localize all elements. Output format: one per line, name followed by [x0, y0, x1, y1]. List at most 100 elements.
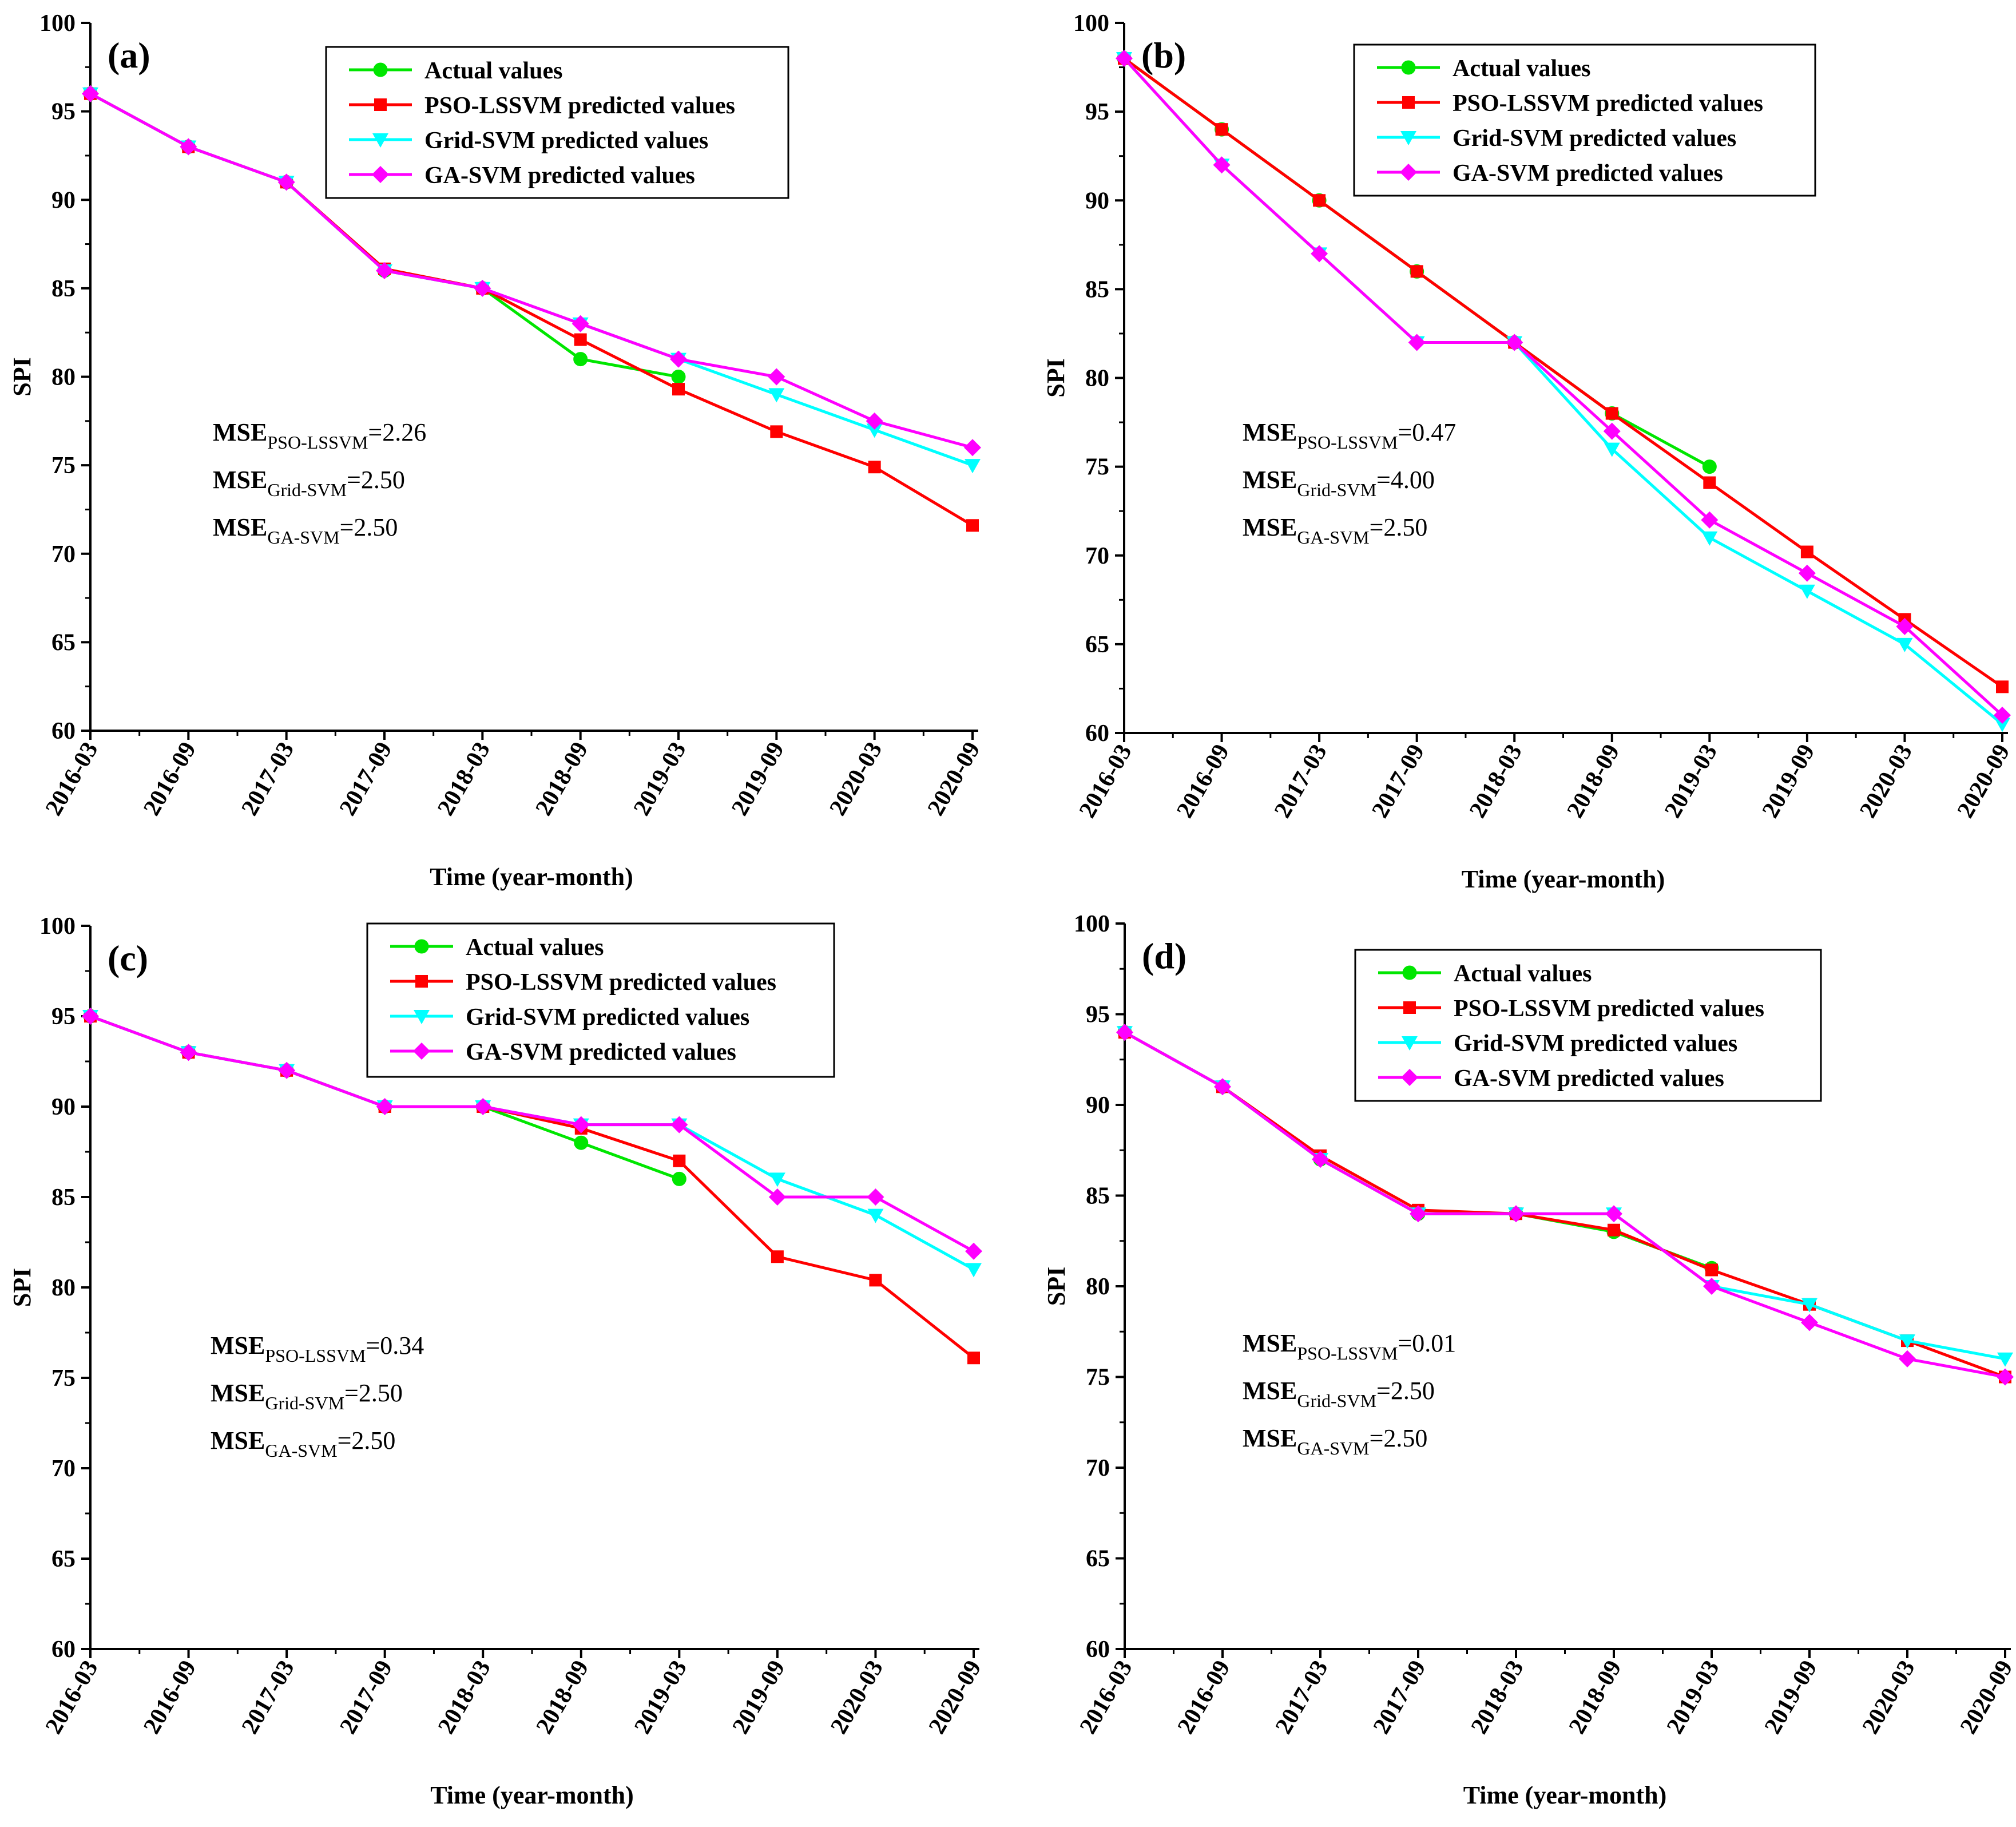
- y-tick-label: 75: [1086, 1365, 1110, 1391]
- chart-panel-1: 60 65 70 75 80 85 90 95 100 2016-03 2016-09 2017-03…: [1042, 10, 2015, 893]
- mse-text: MSEGrid-SVM=2.50: [213, 466, 405, 500]
- legend-marker: [415, 975, 428, 988]
- mse-value: =2.50: [1370, 513, 1428, 541]
- mse-value: =0.47: [1398, 418, 1456, 446]
- data-point: [1214, 1078, 1231, 1096]
- legend-marker: [1400, 131, 1416, 145]
- y-axis-title: SPI: [1042, 1267, 1070, 1306]
- legend-label: Actual values: [1454, 961, 1592, 987]
- y-axis-title: SPI: [1042, 358, 1070, 397]
- data-point: [670, 1116, 688, 1134]
- legend-label: Actual values: [1453, 56, 1591, 82]
- mse-text: MSEGA-SVM=2.50: [213, 513, 398, 548]
- x-tick-label: 2019-09: [728, 1656, 791, 1738]
- legend-label: Grid-SVM predicted values: [424, 128, 708, 154]
- y-tick-label: 70: [1086, 1455, 1110, 1481]
- y-tick-label: 80: [51, 364, 76, 391]
- x-tick-label: 2018-03: [432, 738, 495, 820]
- data-point: [768, 388, 785, 403]
- x-tick-label: 2019-09: [1760, 1656, 1823, 1738]
- data-point: [1312, 1151, 1329, 1168]
- y-tick-label: 70: [51, 541, 76, 568]
- data-point: [967, 1352, 980, 1365]
- data-point: [868, 461, 881, 474]
- x-tick-label: 2020-03: [824, 738, 887, 820]
- mse-subscript: PSO-LSSVM: [1297, 432, 1398, 453]
- data-point: [572, 1116, 590, 1134]
- x-tick-label: 2020-09: [1955, 1656, 2016, 1738]
- mse-value: =2.50: [344, 1379, 403, 1407]
- series-3: [1116, 1024, 2014, 1386]
- y-tick-label: 60: [51, 1636, 76, 1663]
- data-point: [866, 423, 883, 438]
- mse-label: MSE: [211, 1426, 265, 1455]
- data-point: [1410, 1205, 1427, 1223]
- x-tick-label: 2019-03: [629, 1656, 692, 1738]
- mse-text: MSEPSO-LSSVM=0.47: [1243, 418, 1456, 453]
- y-tick-label: 65: [1086, 1546, 1110, 1572]
- x-tick-label: 2020-03: [826, 1656, 888, 1738]
- mse-text: MSEGrid-SVM=4.00: [1243, 466, 1435, 500]
- data-point: [1701, 511, 1719, 529]
- mse-value: =2.26: [368, 418, 426, 446]
- legend-label: Actual values: [424, 58, 563, 84]
- x-tick-label: 2017-03: [236, 738, 299, 820]
- legend-marker: [1402, 1036, 1418, 1051]
- series-3: [82, 85, 981, 457]
- data-point: [180, 1044, 197, 1061]
- y-tick-label: 60: [51, 718, 76, 744]
- data-point: [769, 1172, 785, 1187]
- y-tick-label: 90: [51, 187, 76, 213]
- legend-label: Grid-SVM predicted values: [1453, 125, 1736, 152]
- series-3: [1116, 50, 2011, 724]
- y-tick-label: 75: [1085, 454, 1109, 481]
- y-tick-label: 60: [1086, 1636, 1110, 1663]
- data-point: [768, 1188, 786, 1206]
- x-tick-label: 2020-09: [924, 1656, 987, 1738]
- y-tick-label: 65: [51, 629, 76, 656]
- data-point: [1801, 1298, 1817, 1313]
- mse-value: =0.01: [1398, 1329, 1456, 1357]
- y-tick-label: 85: [1085, 276, 1109, 303]
- panel-label: (a): [108, 35, 150, 76]
- series-line: [89, 92, 973, 449]
- data-point: [866, 412, 883, 430]
- mse-annotations: MSEPSO-LSSVM=2.26MSEGrid-SVM=2.50MSEGA-S…: [213, 418, 426, 548]
- y-tick-label: 100: [1074, 911, 1110, 937]
- x-tick-label: 2016-03: [1074, 740, 1137, 822]
- y-tick-label: 75: [51, 453, 76, 479]
- x-axis-title: Time (year-month): [430, 863, 633, 891]
- series-3: [82, 1008, 982, 1260]
- mse-text: MSEPSO-LSSVM=0.01: [1243, 1329, 1456, 1364]
- x-tick-label: 2019-03: [1662, 1656, 1725, 1738]
- x-tick-label: 2019-03: [1660, 740, 1723, 822]
- x-tick-label: 2018-03: [433, 1656, 496, 1738]
- data-point: [82, 85, 99, 102]
- legend-marker: [373, 62, 388, 77]
- data-point: [1311, 245, 1328, 263]
- mse-subscript: PSO-LSSVM: [1297, 1343, 1398, 1364]
- data-point: [573, 352, 588, 367]
- data-point: [1997, 1352, 2013, 1367]
- y-tick-label: 80: [1085, 366, 1109, 392]
- chart-panel-3: 60 65 70 75 80 85 90 95 100 2016-03 2016-09 2017-03…: [1042, 911, 2016, 1809]
- y-tick-label: 65: [51, 1546, 76, 1572]
- data-point: [671, 370, 686, 384]
- y-tick-label: 95: [51, 99, 76, 125]
- data-point: [1896, 617, 1914, 635]
- x-tick-label: 2018-03: [1465, 740, 1527, 822]
- x-tick-label: 2016-03: [41, 1656, 104, 1738]
- data-point: [1215, 123, 1228, 136]
- data-point: [966, 519, 979, 532]
- data-point: [672, 383, 685, 396]
- y-tick-label: 95: [51, 1004, 76, 1030]
- mse-label: MSE: [1243, 513, 1297, 541]
- mse-subscript: PSO-LSSVM: [265, 1345, 366, 1366]
- x-tick-label: 2017-09: [335, 738, 398, 820]
- y-tick-label: 70: [51, 1456, 76, 1482]
- x-tick-label: 2017-09: [335, 1656, 398, 1738]
- mse-label: MSE: [1243, 1424, 1297, 1452]
- mse-label: MSE: [1243, 1377, 1297, 1405]
- data-point: [1997, 1368, 2014, 1386]
- legend-marker: [372, 133, 388, 148]
